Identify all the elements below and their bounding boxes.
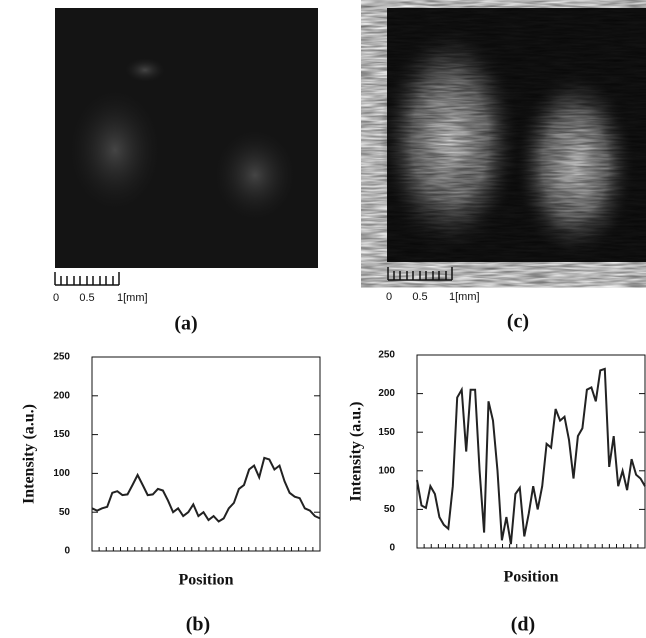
y-tick-label: 0 (389, 543, 395, 554)
y-tick-label: 150 (378, 427, 395, 438)
image-a (55, 8, 318, 268)
y-tick-label: 0 (64, 546, 70, 557)
image-c (380, 8, 646, 262)
y-tick-label: 200 (53, 390, 70, 401)
x-axis-label: Position (178, 572, 233, 589)
caption: (a) (174, 313, 197, 335)
caption: (b) (186, 614, 210, 636)
y-tick-label: 250 (53, 352, 70, 363)
y-tick-label: 50 (59, 507, 71, 518)
y-tick-label: 250 (378, 350, 395, 361)
x-axis-label: Position (503, 569, 558, 586)
scale-label: 1[mm] (117, 292, 148, 304)
scale-label: 0 (386, 291, 392, 303)
plot-frame (91, 356, 321, 552)
y-axis-label: Intensity (a.u.) (348, 401, 365, 501)
scale-bars (54, 267, 453, 286)
y-tick-label: 100 (378, 465, 395, 476)
y-tick-label: 200 (378, 388, 395, 399)
y-tick-label: 50 (384, 504, 396, 515)
caption: (c) (507, 311, 529, 333)
data-line (416, 367, 646, 545)
scale-label: 0.5 (412, 291, 427, 303)
scale-label: 1[mm] (449, 291, 480, 303)
y-axis-label: Intensity (a.u.) (21, 404, 38, 504)
scale-label: 0.5 (79, 292, 94, 304)
data-line (91, 456, 321, 523)
caption: (d) (511, 614, 535, 636)
y-tick-label: 150 (53, 429, 70, 440)
scale-label: 0 (53, 292, 59, 304)
y-tick-label: 100 (53, 468, 70, 479)
